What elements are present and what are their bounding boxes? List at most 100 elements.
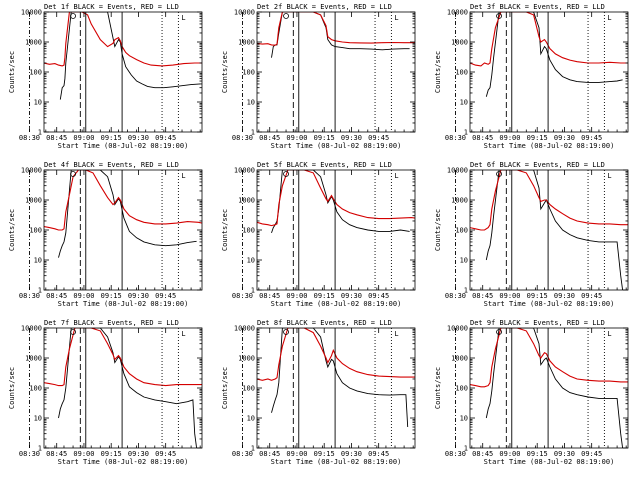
y-tick-label: 1: [38, 445, 42, 453]
x-tick-label: 09:45: [368, 292, 389, 300]
x-tick-label: 09:15: [101, 450, 122, 458]
overflow-marker: [70, 329, 76, 335]
y-tick-label: 1000: [238, 197, 255, 205]
x-tick-label: 09:30: [128, 134, 149, 142]
x-tick-label: 09:45: [155, 292, 176, 300]
x-tick-label: 09:15: [314, 450, 335, 458]
x-tick-label: 09:45: [581, 292, 602, 300]
y-tick-label: 10000: [447, 9, 468, 17]
x-tick-label: 09:15: [101, 134, 122, 142]
y-tick-label: 1000: [25, 197, 42, 205]
x-tick-label: 09:00: [499, 450, 520, 458]
y-tick-label: 10: [460, 257, 468, 265]
x-tick-label: 09:30: [128, 292, 149, 300]
y-axis-label: Counts/sec: [221, 209, 229, 251]
panel-det-3: Det 3f BLACK = Events, RED = LLD 1 10 100 10…: [434, 3, 629, 150]
x-tick-label: 09:00: [286, 134, 307, 142]
x-tick-label: 09:00: [499, 134, 520, 142]
x-axis-label: Start Time (08-Jul-02 08:19:00): [271, 142, 402, 150]
x-tick-label: 08:30: [232, 450, 253, 458]
x-tick-label: 09:45: [155, 134, 176, 142]
series-events: [485, 12, 623, 97]
series-lld: [257, 328, 415, 381]
y-tick-label: 100: [242, 69, 255, 77]
y-axis-label: Counts/sec: [8, 209, 16, 251]
corner-glyph: L: [607, 330, 611, 338]
y-tick-label: 10: [34, 415, 42, 423]
x-tick-label: 08:30: [19, 134, 40, 142]
panel-det-6: Det 6f BLACK = Events, RED = LLD 1 10 100 10…: [434, 161, 629, 308]
corner-glyph: L: [394, 172, 398, 180]
y-tick-label: 100: [455, 385, 468, 393]
x-tick-label: 08:45: [46, 134, 67, 142]
series-events: [58, 170, 197, 258]
y-tick-label: 1: [464, 287, 468, 295]
x-tick-label: 08:45: [259, 134, 280, 142]
series-lld: [257, 12, 415, 46]
y-tick-label: 1: [251, 287, 255, 295]
overflow-marker: [496, 171, 502, 177]
y-tick-label: 10000: [234, 167, 255, 175]
y-tick-label: 10: [460, 415, 468, 423]
y-tick-label: 100: [455, 69, 468, 77]
y-tick-label: 1000: [25, 39, 42, 47]
x-tick-label: 09:00: [499, 292, 520, 300]
x-axis-label: Start Time (08-Jul-02 08:19:00): [58, 142, 189, 150]
panel-det-7: Det 7f BLACK = Events, RED = LLD 1 10 100 10…: [8, 319, 203, 466]
x-tick-label: 08:30: [445, 134, 466, 142]
series-lld: [470, 170, 628, 231]
y-tick-label: 10000: [21, 167, 42, 175]
panel-title: Det 3f BLACK = Events, RED = LLD: [470, 3, 605, 11]
y-tick-label: 1000: [238, 355, 255, 363]
x-tick-label: 09:45: [581, 450, 602, 458]
y-tick-label: 1000: [451, 197, 468, 205]
panel-det-4: Det 4f BLACK = Events, RED = LLD 1 10 100 10…: [8, 161, 203, 308]
x-tick-label: 09:45: [581, 134, 602, 142]
x-tick-label: 09:15: [101, 292, 122, 300]
corner-glyph: L: [607, 14, 611, 22]
panel-det-2: Det 2f BLACK = Events, RED = LLD 1 10 100 10…: [221, 3, 416, 150]
x-tick-label: 08:45: [46, 450, 67, 458]
corner-glyph: L: [394, 14, 398, 22]
y-tick-label: 10000: [21, 9, 42, 17]
y-tick-label: 1000: [25, 355, 42, 363]
x-tick-label: 08:45: [259, 450, 280, 458]
y-axis-label: Counts/sec: [434, 51, 442, 93]
x-axis-label: Start Time (08-Jul-02 08:19:00): [271, 300, 402, 308]
series-events: [58, 328, 198, 448]
y-tick-label: 100: [455, 227, 468, 235]
x-tick-label: 08:45: [472, 134, 493, 142]
y-tick-label: 1: [38, 129, 42, 137]
y-axis-label: Counts/sec: [221, 51, 229, 93]
panel-title: Det 2f BLACK = Events, RED = LLD: [257, 3, 392, 11]
x-axis-label: Start Time (08-Jul-02 08:19:00): [484, 458, 615, 466]
overflow-marker: [496, 329, 502, 335]
x-tick-label: 08:30: [19, 450, 40, 458]
y-tick-label: 100: [29, 69, 42, 77]
series-events: [271, 328, 409, 428]
overflow-marker: [70, 171, 76, 177]
y-tick-label: 10: [247, 415, 255, 423]
y-tick-label: 1000: [451, 39, 468, 47]
panel-title: Det 8f BLACK = Events, RED = LLD: [257, 319, 392, 327]
corner-glyph: L: [181, 14, 185, 22]
series-events: [485, 328, 624, 448]
y-tick-label: 10000: [234, 9, 255, 17]
x-tick-label: 09:30: [554, 134, 575, 142]
x-axis-label: Start Time (08-Jul-02 08:19:00): [484, 300, 615, 308]
series-lld: [470, 12, 628, 67]
y-tick-label: 1: [38, 287, 42, 295]
y-tick-label: 1: [251, 445, 255, 453]
series-lld: [44, 12, 202, 67]
panel-title: Det 9f BLACK = Events, RED = LLD: [470, 319, 605, 327]
x-tick-label: 09:00: [73, 134, 94, 142]
corner-glyph: L: [607, 172, 611, 180]
y-tick-label: 1000: [451, 355, 468, 363]
y-tick-label: 100: [29, 385, 42, 393]
x-axis-label: Start Time (08-Jul-02 08:19:00): [58, 300, 189, 308]
y-tick-label: 100: [29, 227, 42, 235]
panel-title: Det 1f BLACK = Events, RED = LLD: [44, 3, 179, 11]
y-axis-label: Counts/sec: [8, 51, 16, 93]
x-tick-label: 09:00: [286, 450, 307, 458]
y-tick-label: 1: [464, 445, 468, 453]
